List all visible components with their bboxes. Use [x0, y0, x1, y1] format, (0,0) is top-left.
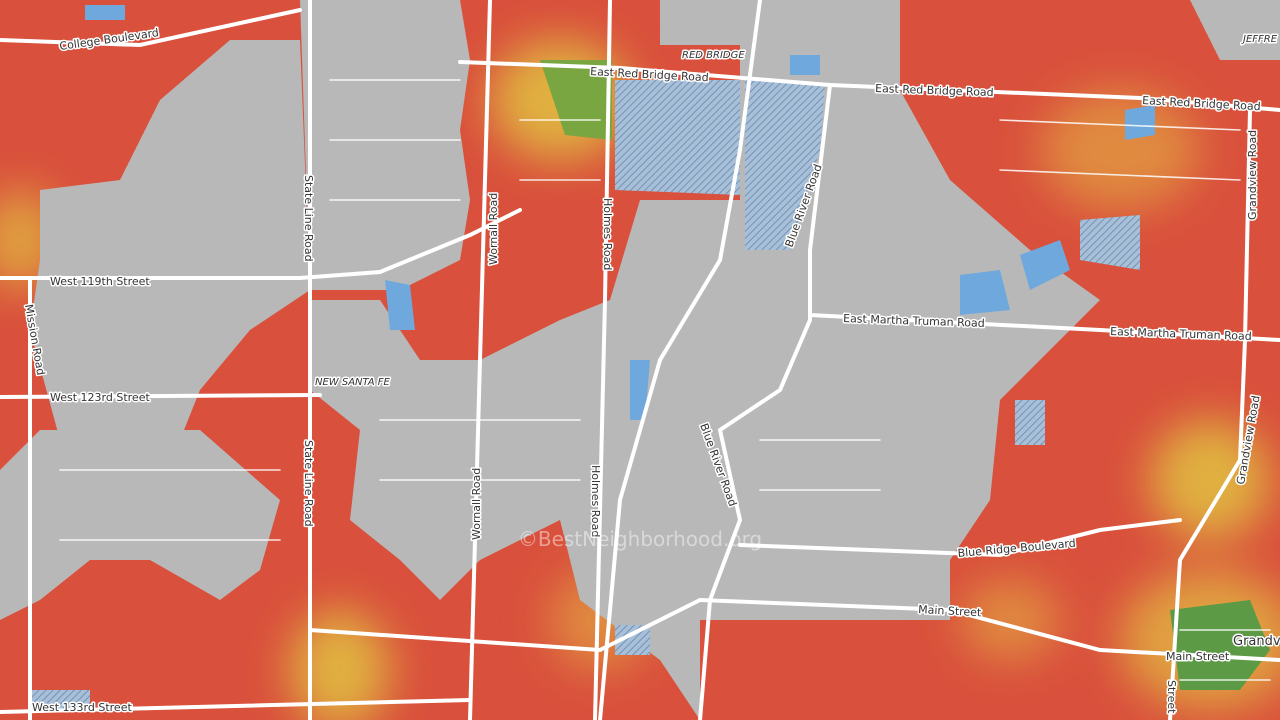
- road-label: West 133rd Street: [32, 701, 132, 714]
- road-label: Holmes Road: [589, 465, 602, 537]
- place-label: JEFFRE: [1241, 34, 1278, 45]
- road-label: East Red Bridge Road: [875, 82, 994, 99]
- road-label: Street: [1165, 680, 1178, 714]
- road-label: East Martha Truman Road: [1110, 325, 1252, 343]
- road-label: Holmes Road: [601, 198, 614, 270]
- road-label: State Line Road: [302, 440, 315, 527]
- road-label: East Martha Truman Road: [843, 312, 985, 330]
- road-label: Grandview Road: [1246, 130, 1259, 220]
- road-label: Wornall Road: [487, 193, 500, 265]
- road-label: Wornall Road: [470, 468, 483, 540]
- road-label: State Line Road: [302, 175, 315, 262]
- road-label: Main Street: [918, 603, 982, 619]
- place-label: NEW SANTA FE: [315, 377, 390, 388]
- place-label: Grandv: [1233, 634, 1280, 649]
- watermark: ©BestNeighborhood.org: [518, 527, 762, 551]
- place-label: RED BRIDGE: [682, 50, 745, 61]
- road-label: West 123rd Street: [50, 391, 150, 404]
- road-label: West 119th Street: [50, 275, 150, 288]
- water: [30, 5, 1155, 712]
- road-label: Main Street: [1166, 650, 1230, 663]
